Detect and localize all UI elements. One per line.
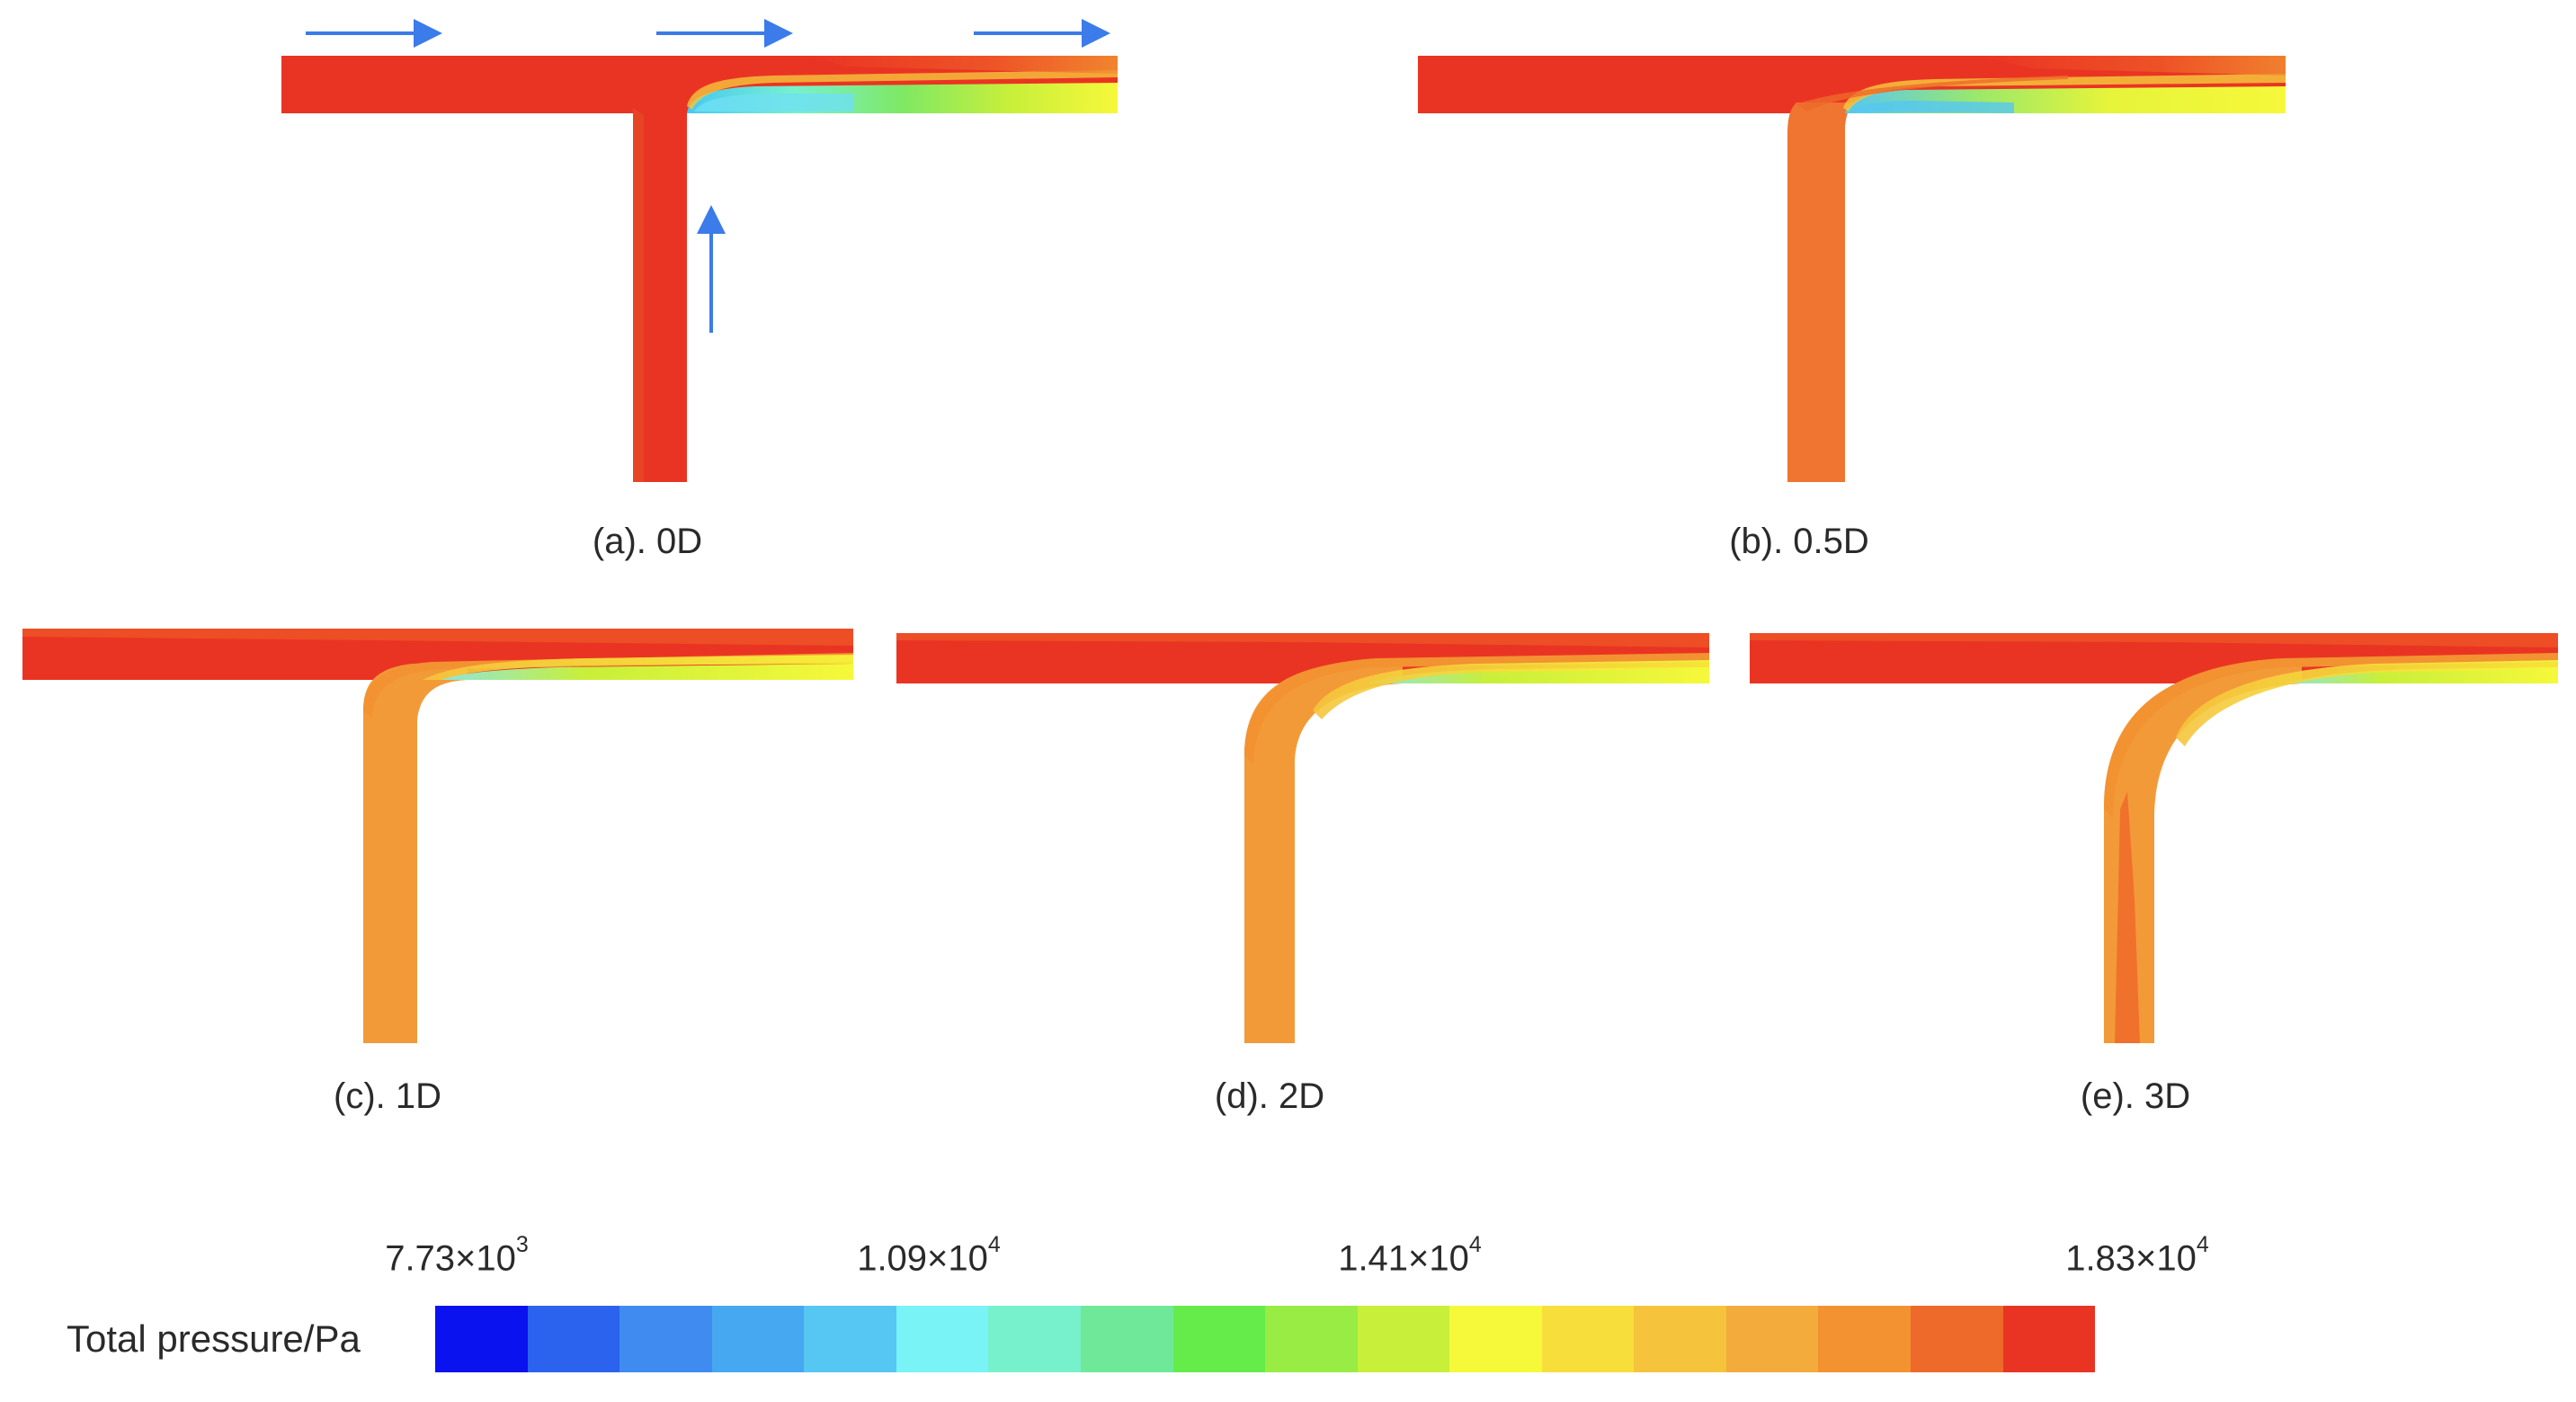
upper-band (809, 56, 1118, 74)
upper-band (1978, 56, 2286, 76)
branch-core-streak (2115, 791, 2140, 1043)
branch-edge-shade (633, 108, 644, 482)
wake-core (694, 94, 854, 112)
colorbar-swatch-18 (2002, 1306, 2096, 1372)
colorbar-scale (435, 1306, 2096, 1372)
colorbar-label-2-exp: 4 (987, 1232, 1001, 1257)
colorbar-label-min: 7.73×103 (385, 1232, 529, 1279)
upper-band (22, 629, 853, 646)
colorbar-swatch-6 (896, 1306, 989, 1372)
branch-pipe (2104, 660, 2302, 1043)
panel-b (1418, 56, 2286, 482)
wake-region (441, 664, 853, 680)
junction-streak (1796, 76, 2068, 112)
caption-panel-d: (d). 2D (1214, 1076, 1325, 1116)
panel-c (22, 629, 853, 1043)
colorbar-swatch-1 (435, 1306, 528, 1372)
yellow-shear (2176, 660, 2558, 746)
colorbar-swatch-2 (527, 1306, 620, 1372)
branch-pipe (1787, 103, 1857, 482)
upper-band (896, 633, 1709, 647)
colorbar-title: Total pressure/Pa (67, 1317, 361, 1360)
panel-e (1750, 633, 2558, 1043)
colorbar-label-min-mantissa: 7.73×10 (385, 1238, 516, 1279)
colorbar-label-max-exp: 4 (2196, 1232, 2209, 1257)
colorbar-label-3: 1.41×104 (1338, 1232, 1482, 1279)
colorbar-label-min-exp: 3 (515, 1232, 529, 1257)
branch-pipe (1244, 659, 1403, 1043)
colorbar-label-3-exp: 4 (1468, 1232, 1482, 1257)
colorbar-swatch-8 (1080, 1306, 1173, 1372)
colorbar-swatch-7 (988, 1306, 1081, 1372)
colorbar-label-2: 1.09×104 (857, 1232, 1001, 1279)
colorbar-label-2-mantissa: 1.09×10 (857, 1238, 988, 1279)
colorbar-swatch-9 (1172, 1306, 1266, 1372)
caption-panel-a: (a). 0D (592, 522, 703, 561)
caption-panel-b: (b). 0.5D (1729, 522, 1869, 561)
colorbar-label-3-mantissa: 1.41×10 (1338, 1238, 1469, 1279)
colorbar-label-max-mantissa: 1.83×10 (2065, 1238, 2197, 1279)
colorbar-swatch-13 (1541, 1306, 1635, 1372)
shear-layer (687, 70, 1118, 110)
colorbar-swatch-4 (711, 1306, 805, 1372)
colorbar-swatch-11 (1357, 1306, 1450, 1372)
colorbar-label-max: 1.83×104 (2065, 1232, 2209, 1279)
colorbar-swatch-10 (1265, 1306, 1358, 1372)
colorbar-swatch-12 (1449, 1306, 1542, 1372)
yellow-shear (423, 655, 853, 680)
colorbar-swatch-3 (619, 1306, 712, 1372)
panel-d (896, 633, 1709, 1043)
yellow-shear (1313, 660, 1709, 719)
wake-region (2284, 667, 2558, 683)
caption-panel-e: (e). 3D (2080, 1076, 2191, 1116)
caption-panel-c: (c). 1D (334, 1076, 441, 1116)
colorbar-swatch-14 (1634, 1306, 1726, 1372)
colorbar-swatch-16 (1818, 1306, 1911, 1372)
colorbar-swatch-15 (1725, 1306, 1819, 1372)
colorbar-swatch-17 (1911, 1306, 2003, 1372)
inflow-arrows (306, 19, 1110, 333)
branch-pipe (363, 662, 468, 1043)
colorbar-swatch-5 (804, 1306, 896, 1372)
upper-band (1750, 633, 2558, 647)
panel-a (281, 19, 1118, 482)
wake-core (1852, 101, 2014, 113)
